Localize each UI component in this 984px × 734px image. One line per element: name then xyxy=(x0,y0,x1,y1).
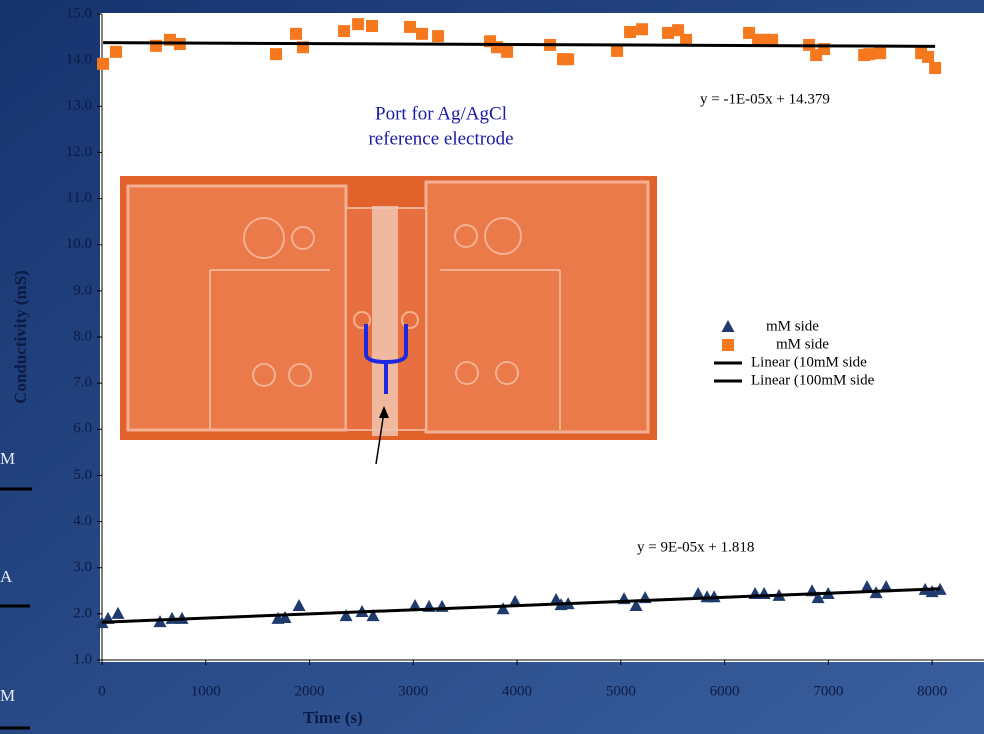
x-tick-label: 2000 xyxy=(295,683,325,699)
photo-inset xyxy=(120,176,657,464)
y-tick-label: 1.0 xyxy=(73,651,92,667)
legend-label: Linear (100mM side xyxy=(751,372,875,388)
data-point xyxy=(366,20,378,32)
y-tick-label: 3.0 xyxy=(73,559,92,575)
data-point xyxy=(432,30,444,42)
y-tick-label: 8.0 xyxy=(73,328,92,344)
data-point xyxy=(270,48,282,60)
background-text: M xyxy=(0,449,15,468)
x-axis-title: Time (s) xyxy=(303,708,363,727)
y-tick-label: 2.0 xyxy=(73,605,92,621)
data-point xyxy=(611,45,623,57)
page: {"chart_data": {"type": "scatter", "xlab… xyxy=(0,0,984,734)
y-tick-label: 5.0 xyxy=(73,467,92,483)
x-tick-label: 6000 xyxy=(710,683,740,699)
y-tick-label: 9.0 xyxy=(73,282,92,298)
x-tick-label: 1000 xyxy=(191,683,221,699)
annotation: reference electrode xyxy=(368,128,513,149)
background-text: A xyxy=(0,567,13,586)
data-point xyxy=(624,26,636,38)
data-point xyxy=(97,58,109,70)
y-tick-label: 10.0 xyxy=(66,236,92,252)
x-tick-label: 0 xyxy=(98,683,106,699)
data-point xyxy=(338,25,350,37)
data-point xyxy=(922,51,934,63)
y-tick-label: 6.0 xyxy=(73,421,92,437)
data-point xyxy=(636,23,648,35)
data-point xyxy=(501,46,513,58)
legend-label: Linear (10mM side xyxy=(751,354,867,370)
y-tick-label: 14.0 xyxy=(66,52,92,68)
y-tick-label: 12.0 xyxy=(66,144,92,160)
trendline-equation: y = -1E-05x + 14.379 xyxy=(700,91,830,107)
y-tick-label: 4.0 xyxy=(73,513,92,529)
x-tick-label: 3000 xyxy=(398,683,428,699)
x-tick-label: 5000 xyxy=(606,683,636,699)
legend-label: mM side xyxy=(766,318,819,334)
background-text: M xyxy=(0,686,15,705)
x-tick-label: 7000 xyxy=(813,683,843,699)
chart: M A M Port for Ag/AgCl reference electro… xyxy=(0,0,984,734)
x-tick-label: 8000 xyxy=(917,683,947,699)
x-tick-label: 4000 xyxy=(502,683,532,699)
data-point xyxy=(110,46,122,58)
data-point xyxy=(874,47,886,59)
data-point xyxy=(562,53,574,65)
data-point xyxy=(863,48,875,60)
y-tick-label: 11.0 xyxy=(66,190,92,206)
data-point xyxy=(404,21,416,33)
data-point xyxy=(929,62,941,74)
data-point xyxy=(766,34,778,46)
legend-marker xyxy=(722,339,734,351)
data-point xyxy=(290,28,302,40)
y-tick-label: 13.0 xyxy=(66,98,92,114)
y-axis-title: Conductivity (mS) xyxy=(11,270,30,404)
annotation: Port for Ag/AgCl xyxy=(375,103,507,124)
trendline-equation: y = 9E-05x + 1.818 xyxy=(637,539,754,555)
data-point xyxy=(352,18,364,30)
legend-label: mM side xyxy=(776,336,829,352)
y-tick-label: 7.0 xyxy=(73,375,92,391)
data-point xyxy=(416,28,428,40)
y-tick-label: 15.0 xyxy=(66,5,92,21)
